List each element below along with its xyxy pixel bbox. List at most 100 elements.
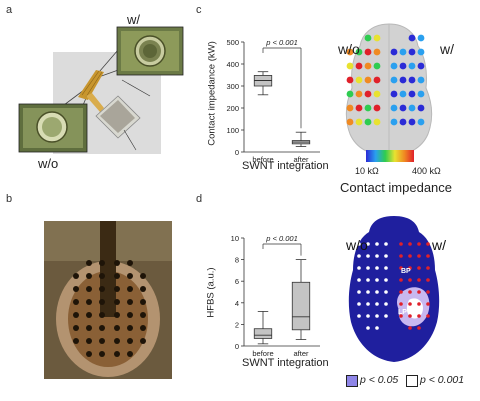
impedance-label-without: w/o	[338, 41, 360, 57]
impedance-site-right	[408, 62, 416, 70]
hfbs-site-left	[357, 314, 361, 318]
impedance-site-left	[346, 90, 354, 98]
y-tick-label: 100	[226, 126, 239, 135]
hfbs-map	[348, 216, 440, 362]
impedance-site-right	[390, 90, 398, 98]
hfbs-site-left	[357, 254, 361, 258]
impedance-site-right	[417, 76, 425, 84]
hfbs-site-left	[375, 254, 379, 258]
electrode-site	[127, 286, 133, 292]
electrode-site	[140, 338, 146, 344]
impedance-site-right	[390, 48, 398, 56]
p-value-label: p < 0.001	[265, 38, 298, 47]
electrode-site	[127, 273, 133, 279]
electrode-site	[99, 325, 105, 331]
hfbs-label-without: w/o	[346, 237, 368, 253]
impedance-site-left	[364, 118, 372, 126]
y-tick-label: 500	[226, 38, 239, 47]
hfbs-site-left	[366, 302, 370, 306]
electrode-site	[73, 273, 79, 279]
connector	[95, 95, 141, 139]
electrode-site	[99, 273, 105, 279]
impedance-site-left	[355, 76, 363, 84]
impedance-site-left	[346, 48, 354, 56]
chart-d-xlabel: SWNT integration	[242, 357, 329, 369]
impedance-site-right	[408, 90, 416, 98]
electrode-site	[99, 312, 105, 318]
chart-d: 0 2 4 6 8 10 before after p < 0.001	[231, 234, 320, 358]
x-tick-label: before	[252, 155, 273, 164]
electrode-site	[86, 338, 92, 344]
hfbs-site-right	[426, 242, 430, 246]
hfbs-site-left	[357, 290, 361, 294]
hfbs-site-right	[426, 302, 430, 306]
electrode-site	[114, 273, 120, 279]
electrode-site	[127, 325, 133, 331]
hfbs-site-right	[417, 266, 421, 270]
electrode-site	[86, 312, 92, 318]
impedance-site-left	[373, 90, 381, 98]
chart-c: 0 100 200 300 400 500 before after p < 0.001	[226, 38, 320, 164]
electrode-site	[86, 325, 92, 331]
hfbs-site-left	[366, 326, 370, 330]
hfbs-site-right	[426, 266, 430, 270]
hfbs-site-left	[375, 314, 379, 318]
hfbs-site-right	[408, 266, 412, 270]
hfbs-site-right	[417, 314, 421, 318]
hfbs-site-left	[366, 290, 370, 294]
impedance-site-right	[399, 76, 407, 84]
hfbs-site-left	[366, 254, 370, 258]
hfbs-site-right	[399, 314, 403, 318]
impedance-site-left	[346, 76, 354, 84]
electrode-site	[86, 299, 92, 305]
impedance-site-left	[364, 104, 372, 112]
hfbs-site-left	[366, 314, 370, 318]
hfbs-site-right	[426, 254, 430, 258]
electrode-site	[86, 273, 92, 279]
legend-label-p001: p < 0.001	[420, 374, 465, 386]
impedance-site-right	[408, 76, 416, 84]
box-before	[253, 328, 273, 339]
hfbs-site-right	[426, 290, 430, 294]
hfbs-site-right	[417, 242, 421, 246]
y-tick-label: 10	[231, 234, 239, 243]
legend-swatch-p001	[406, 375, 418, 387]
electrode-sites	[73, 260, 146, 357]
impedance-site-right	[399, 90, 407, 98]
hfbs-site-right	[408, 242, 412, 246]
electrode-site	[114, 260, 120, 266]
hfbs-site-left	[366, 278, 370, 282]
electrode-site	[99, 260, 105, 266]
box-after	[291, 281, 311, 331]
electrode-site	[114, 299, 120, 305]
electrode-site	[73, 338, 79, 344]
y-tick-label: 0	[235, 148, 239, 157]
impedance-site-right	[399, 62, 407, 70]
impedance-site-right	[399, 48, 407, 56]
hfbs-site-left	[375, 290, 379, 294]
hfbs-site-right	[399, 242, 403, 246]
impedance-site-left	[373, 118, 381, 126]
device-photo-panel	[18, 26, 184, 154]
impedance-label-with: w/	[440, 41, 454, 57]
hfbs-site-left	[384, 254, 388, 258]
hfbs-site-left	[384, 242, 388, 246]
electrode-site	[114, 312, 120, 318]
hfbs-site-left	[357, 266, 361, 270]
hfbs-site-right	[426, 278, 430, 282]
electrode-site	[140, 312, 146, 318]
dimension-arrow	[121, 79, 151, 97]
impedance-site-left	[364, 34, 372, 42]
impedance-site-left	[346, 118, 354, 126]
electrode-site	[127, 299, 133, 305]
impedance-site-right	[417, 104, 425, 112]
hfbs-site-left	[357, 242, 361, 246]
impedance-map-title: Contact impedance	[340, 180, 453, 195]
y-tick-label: 6	[235, 277, 239, 286]
label-with: w/	[127, 12, 140, 27]
panel-letter-d: d	[196, 193, 203, 205]
electrode-site	[127, 338, 133, 344]
electrode-site	[127, 260, 133, 266]
impedance-site-right	[417, 90, 425, 98]
impedance-site-right	[408, 48, 416, 56]
